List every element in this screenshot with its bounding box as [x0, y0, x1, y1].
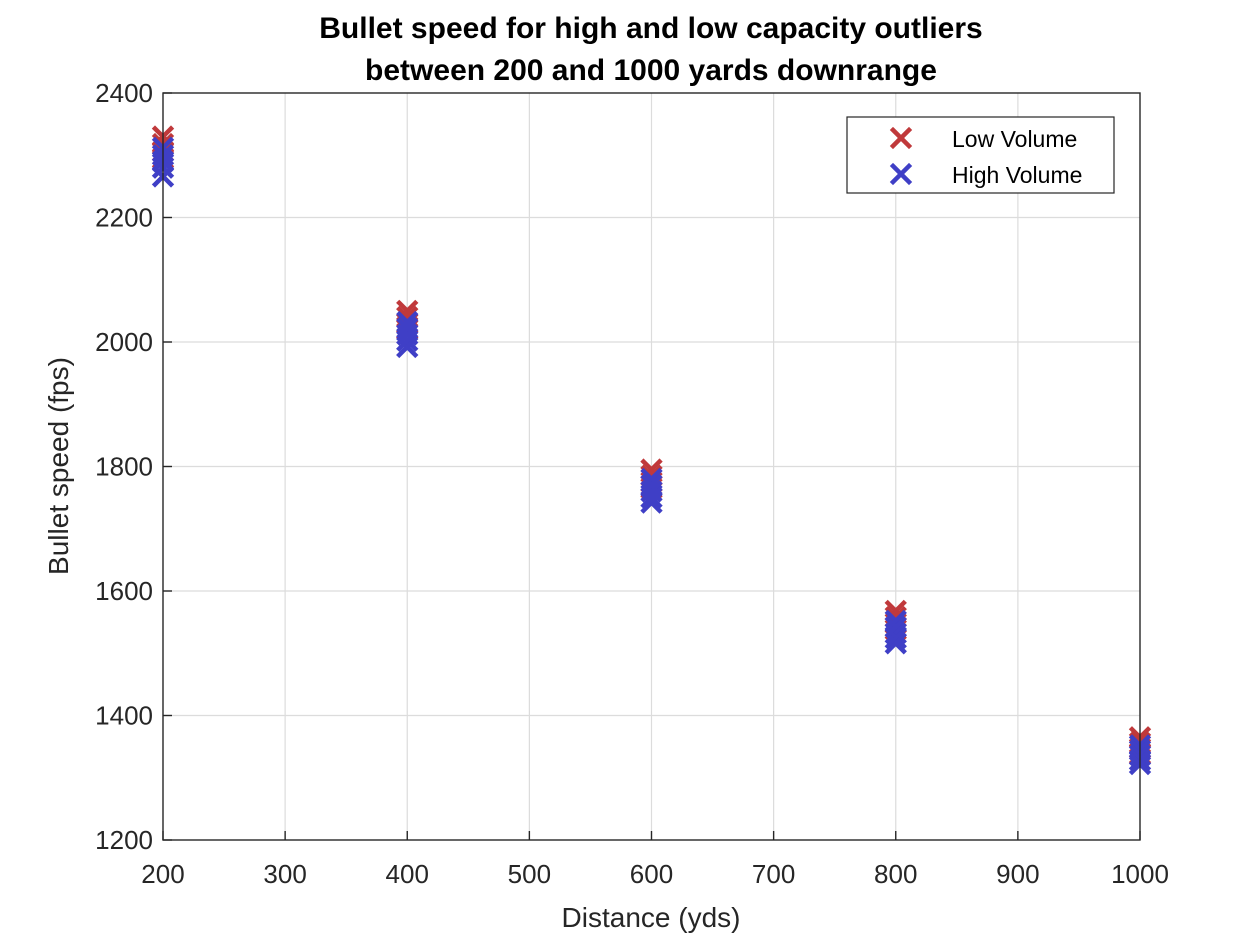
- legend-marker-low-volume: [889, 126, 913, 150]
- marker-high-volume: [640, 491, 663, 514]
- data-markers: [151, 125, 1152, 776]
- marker-high-volume: [640, 486, 663, 509]
- x-tick-label: 600: [630, 859, 673, 889]
- marker-high-volume: [884, 627, 907, 650]
- x-axis-label: Distance (yds): [562, 902, 741, 933]
- x-tick-label: 700: [752, 859, 795, 889]
- y-tick-label: 1400: [95, 701, 153, 731]
- y-axis-label: Bullet speed (fps): [43, 357, 74, 575]
- legend-label-low-volume: Low Volume: [952, 126, 1077, 152]
- y-tick-label: 2000: [95, 327, 153, 357]
- chart-subtitle: between 200 and 1000 yards downrange: [365, 54, 937, 87]
- x-tick-label: 300: [263, 859, 306, 889]
- legend-label-high-volume: High Volume: [952, 162, 1082, 188]
- x-tick-label: 900: [996, 859, 1039, 889]
- legend: Low Volume High Volume: [846, 116, 1115, 194]
- ticks: 200 300 400 500 600 700 800 900 1000 1200 1400 1600…: [95, 78, 1169, 889]
- y-tick-label: 2200: [95, 203, 153, 233]
- legend-x-high-volume: [889, 162, 913, 186]
- y-tick-label: 1600: [95, 576, 153, 606]
- marker-high-volume: [884, 632, 907, 655]
- y-tick-label: 1200: [95, 825, 153, 855]
- y-tick-label: 2400: [95, 78, 153, 108]
- chart-title: Bullet speed for high and low capacity o…: [319, 12, 982, 45]
- x-tick-label: 500: [508, 859, 551, 889]
- y-tick-label: 1800: [95, 452, 153, 482]
- x-tick-label: 800: [874, 859, 917, 889]
- marker-high-volume: [396, 335, 419, 359]
- marker-high-volume: [396, 329, 419, 352]
- x-tick-label: 200: [141, 859, 184, 889]
- x-tick-label: 1000: [1111, 859, 1169, 889]
- legend-x-low-volume: [889, 126, 913, 150]
- legend-marker-high-volume: [889, 162, 913, 186]
- x-tick-label: 400: [386, 859, 429, 889]
